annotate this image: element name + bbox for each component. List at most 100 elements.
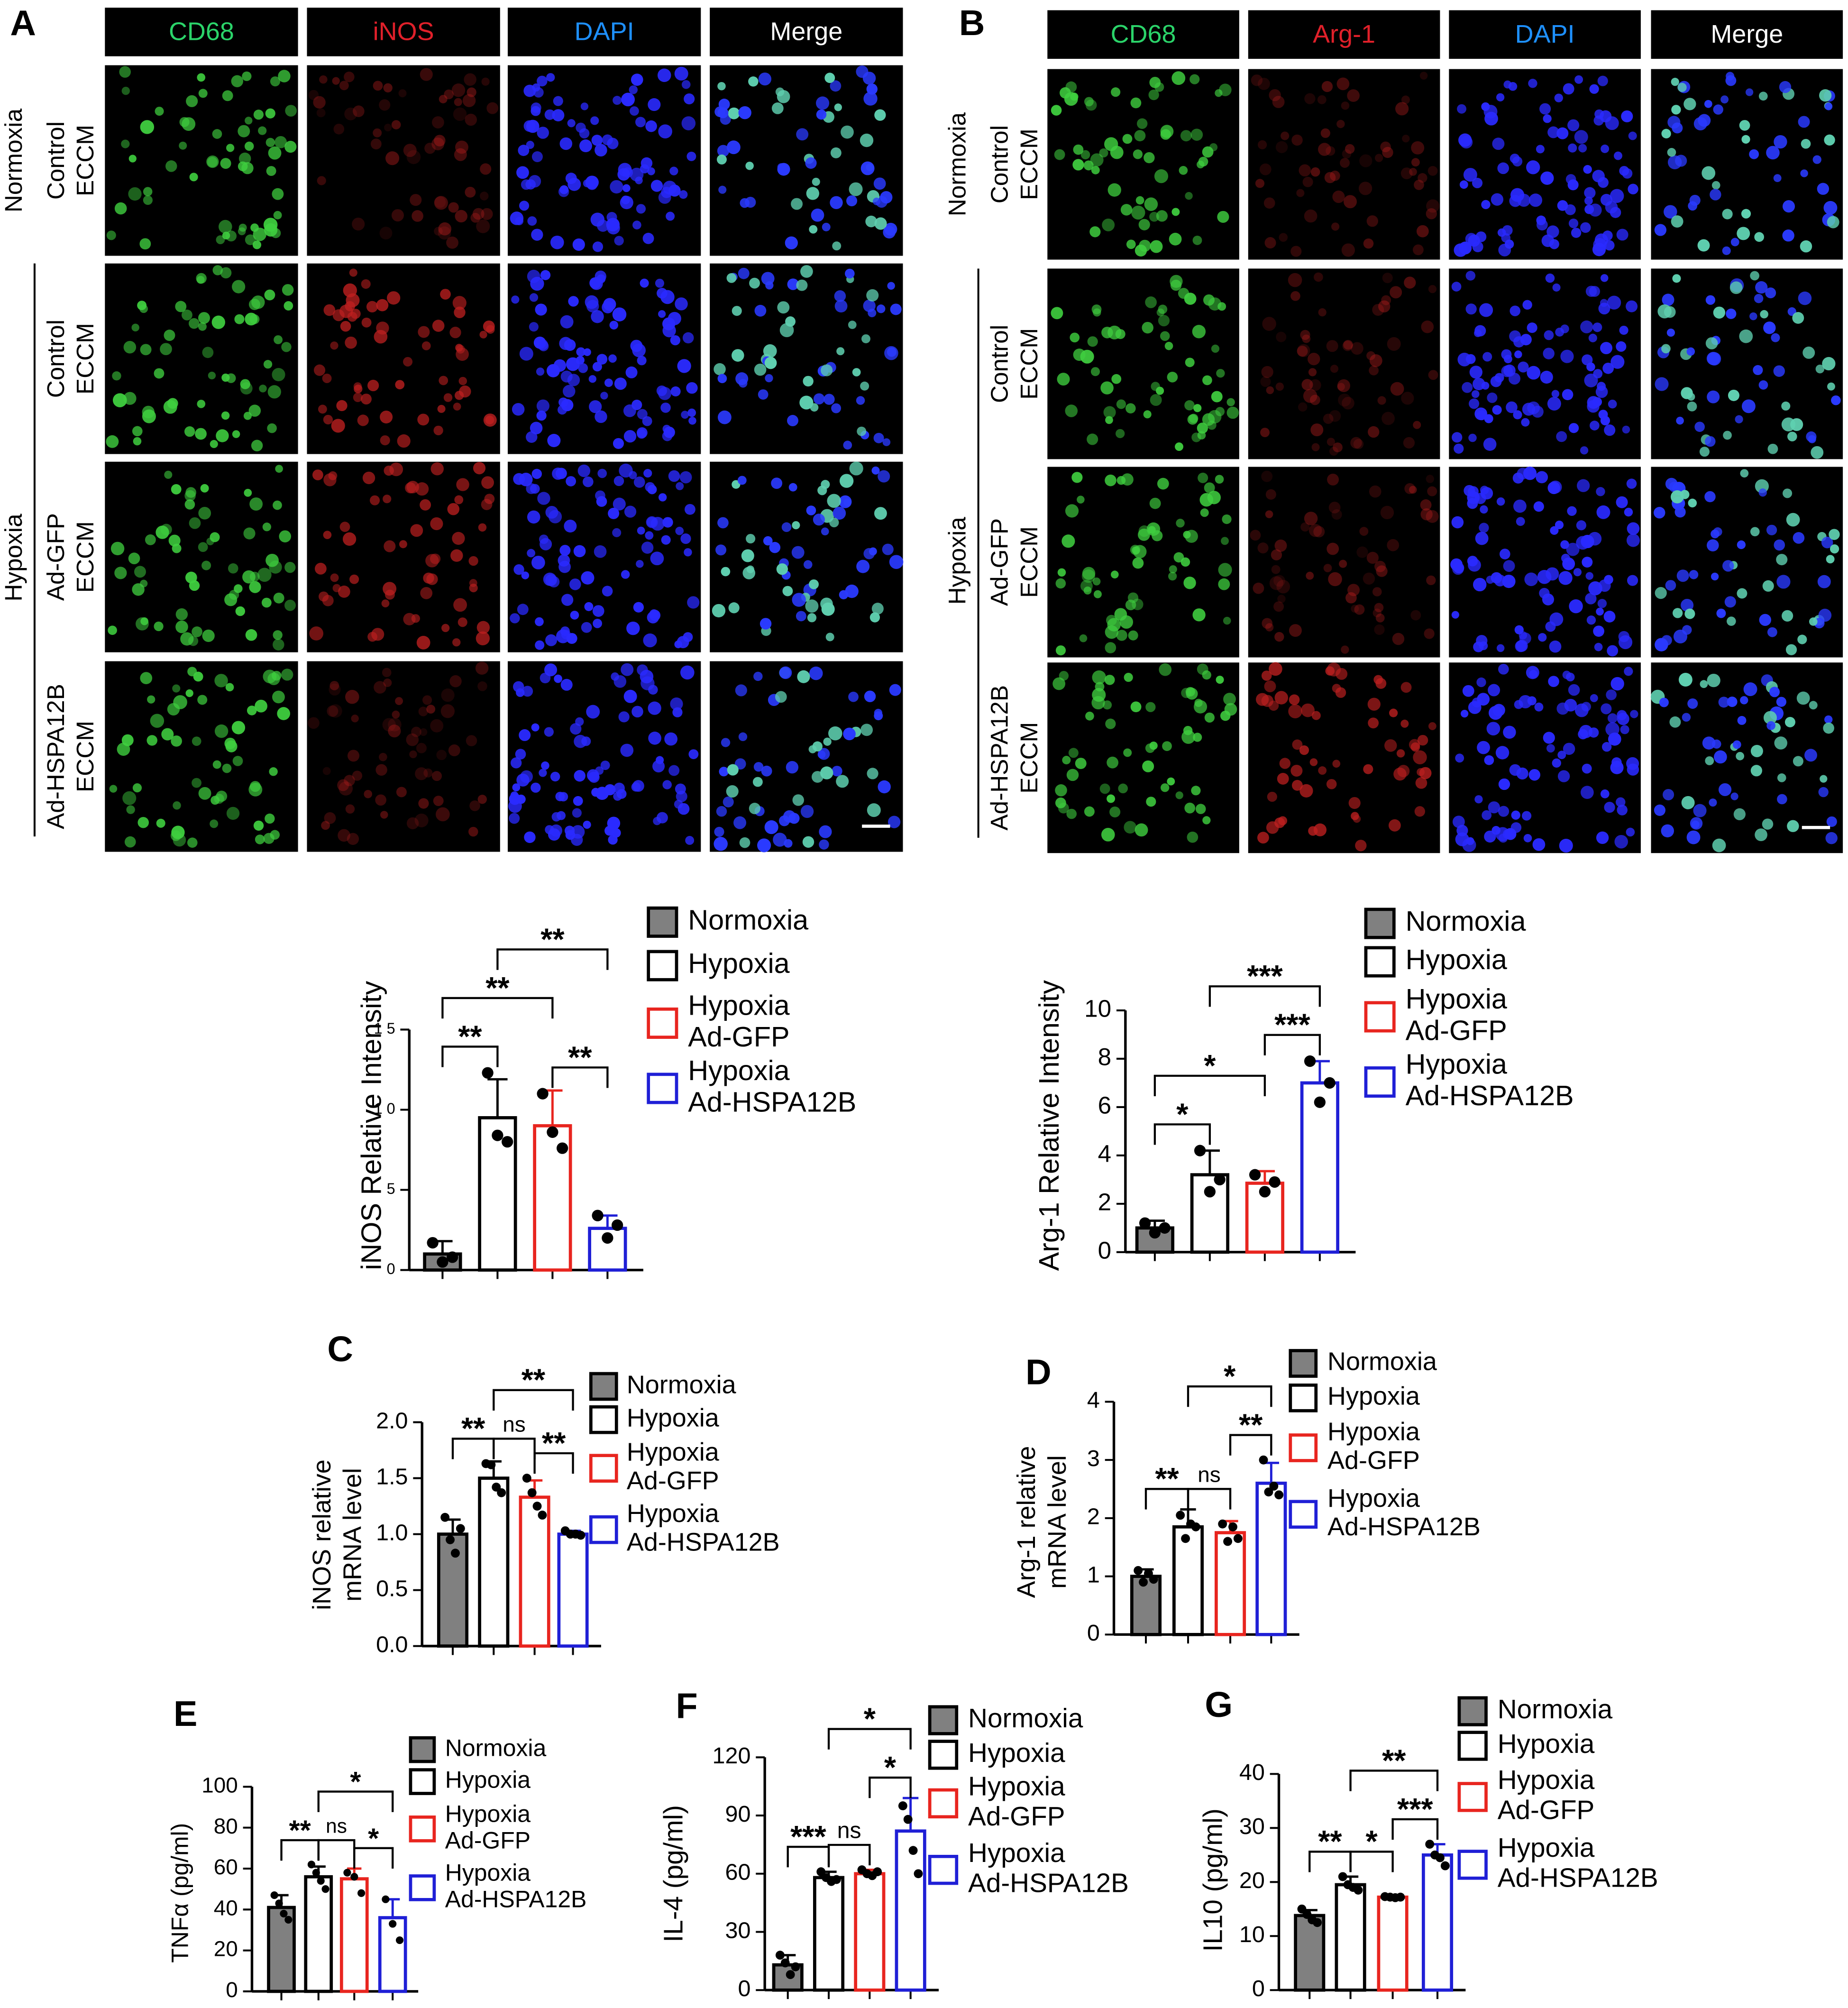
cell bbox=[1610, 189, 1624, 203]
cell bbox=[1527, 322, 1537, 333]
cell bbox=[347, 833, 359, 845]
cell bbox=[792, 794, 804, 806]
cell bbox=[458, 376, 467, 385]
cell bbox=[1589, 285, 1601, 297]
cell bbox=[1598, 410, 1608, 420]
cell bbox=[1265, 510, 1273, 518]
cell bbox=[1765, 287, 1776, 299]
bar bbox=[1377, 1895, 1409, 1992]
cell bbox=[406, 150, 421, 165]
cell bbox=[1824, 715, 1833, 724]
cell bbox=[1727, 697, 1738, 707]
cell bbox=[1331, 222, 1340, 231]
cell bbox=[1380, 141, 1391, 152]
cell bbox=[1482, 352, 1492, 362]
cell bbox=[682, 332, 694, 344]
cell bbox=[1264, 680, 1276, 693]
cell bbox=[1556, 127, 1569, 139]
cell bbox=[1546, 567, 1559, 581]
cell bbox=[164, 470, 173, 479]
cell bbox=[1506, 401, 1518, 413]
cell bbox=[621, 663, 634, 676]
cell bbox=[323, 304, 336, 316]
cell bbox=[877, 304, 886, 313]
cell bbox=[330, 341, 338, 350]
cell bbox=[349, 574, 359, 584]
cell bbox=[1400, 719, 1409, 728]
cell bbox=[848, 691, 859, 702]
cell bbox=[717, 107, 729, 119]
data-point bbox=[1324, 1077, 1336, 1089]
cell bbox=[1199, 493, 1214, 507]
cell bbox=[430, 553, 441, 564]
cell bbox=[1065, 504, 1079, 518]
column-header-label: Merge bbox=[1711, 20, 1783, 48]
cell bbox=[1655, 587, 1667, 599]
cell bbox=[1198, 156, 1208, 167]
cell bbox=[843, 727, 856, 741]
cell bbox=[232, 430, 240, 438]
cell bbox=[1327, 438, 1336, 446]
cell bbox=[1544, 330, 1554, 340]
cell bbox=[479, 330, 487, 339]
cell bbox=[723, 796, 734, 807]
cell bbox=[1162, 741, 1172, 751]
cell bbox=[518, 145, 530, 156]
bar bbox=[304, 1875, 333, 1993]
cell bbox=[322, 595, 334, 606]
cell bbox=[1529, 669, 1538, 679]
cell bbox=[636, 560, 644, 568]
cell bbox=[576, 122, 586, 133]
cell bbox=[312, 469, 323, 481]
cell bbox=[1084, 806, 1095, 817]
cell bbox=[1469, 398, 1480, 409]
cell bbox=[1589, 84, 1599, 94]
legend-label: Hypoxia bbox=[627, 1403, 719, 1432]
cell bbox=[1759, 614, 1771, 626]
cell bbox=[1627, 522, 1640, 535]
data-point bbox=[1233, 1534, 1243, 1543]
cell bbox=[361, 317, 372, 328]
cell bbox=[1758, 380, 1768, 390]
cell bbox=[520, 770, 533, 783]
cell bbox=[124, 836, 136, 848]
cell bbox=[106, 435, 119, 448]
cell bbox=[640, 157, 653, 169]
cell bbox=[559, 185, 569, 194]
cell bbox=[1324, 172, 1336, 183]
cell bbox=[364, 789, 373, 798]
cell bbox=[777, 301, 790, 314]
cell bbox=[1278, 816, 1288, 825]
cell bbox=[1202, 146, 1214, 158]
column-header bbox=[105, 8, 298, 56]
cell bbox=[608, 834, 618, 845]
cell bbox=[1711, 181, 1720, 190]
cell bbox=[1372, 303, 1384, 316]
cell bbox=[1824, 102, 1833, 110]
cell bbox=[1678, 673, 1692, 687]
cell bbox=[1671, 215, 1683, 228]
cell bbox=[685, 504, 695, 515]
cell bbox=[1665, 580, 1676, 591]
cell bbox=[553, 96, 563, 106]
cell bbox=[1135, 196, 1144, 205]
cell bbox=[537, 492, 550, 505]
cell bbox=[248, 782, 263, 797]
cell bbox=[1072, 159, 1084, 171]
y-tick-label: 2 bbox=[1098, 1188, 1112, 1215]
cell bbox=[1105, 474, 1116, 486]
cell bbox=[1705, 337, 1718, 349]
cell bbox=[380, 435, 390, 446]
cell bbox=[1417, 734, 1428, 746]
cell bbox=[570, 611, 579, 620]
cell bbox=[272, 670, 282, 681]
legend-swatch bbox=[647, 1073, 678, 1104]
cell bbox=[1368, 426, 1380, 438]
cell bbox=[1626, 827, 1635, 837]
cell bbox=[511, 757, 522, 769]
cell bbox=[1661, 824, 1674, 838]
y-tick-label: 100 bbox=[201, 1772, 238, 1797]
cell bbox=[873, 177, 886, 190]
cell bbox=[1359, 154, 1372, 167]
cell bbox=[384, 123, 392, 132]
